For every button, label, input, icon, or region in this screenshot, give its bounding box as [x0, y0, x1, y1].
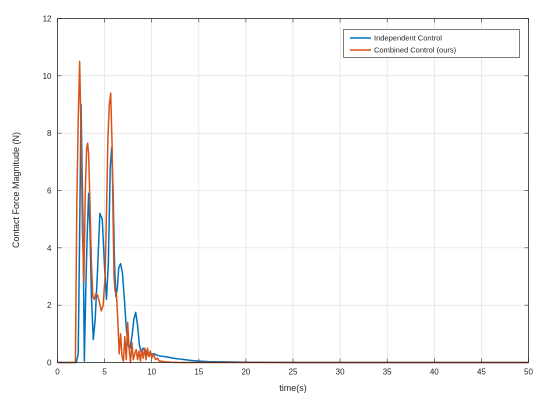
y-tick-label: 12 [43, 15, 52, 24]
x-tick-label: 5 [102, 368, 107, 377]
legend-label-combined: Combined Control (ours) [374, 46, 457, 55]
x-axis-label: time(s) [279, 383, 307, 393]
x-tick-label: 50 [524, 368, 533, 377]
y-tick-label: 4 [47, 244, 52, 253]
combined-control-line [57, 60, 529, 364]
ticks-group: 0 5 10 15 20 25 30 35 40 45 50 0 2 4 6 8 10 12 [43, 15, 534, 377]
x-tick-label: 0 [55, 368, 60, 377]
series-group [57, 60, 529, 364]
y-tick-label: 0 [47, 359, 52, 368]
y-tick-label: 8 [47, 129, 52, 138]
x-tick-label: 45 [477, 368, 486, 377]
legend-box [343, 29, 520, 58]
legend: Independent Control Combined Control (ou… [343, 29, 520, 58]
x-tick-label: 10 [147, 368, 156, 377]
y-tick-label: 6 [47, 187, 52, 196]
y-axis-label: Contact Force Magnitude (N) [11, 132, 21, 248]
legend-label-independent: Independent Control [374, 34, 442, 43]
x-tick-label: 35 [383, 368, 392, 377]
x-tick-label: 30 [336, 368, 345, 377]
x-tick-label: 25 [289, 368, 298, 377]
x-tick-label: 15 [194, 368, 203, 377]
y-tick-label: 2 [47, 301, 52, 310]
x-tick-label: 40 [430, 368, 439, 377]
y-tick-label: 10 [43, 72, 52, 81]
grid [57, 18, 529, 363]
x-tick-label: 20 [241, 368, 250, 377]
